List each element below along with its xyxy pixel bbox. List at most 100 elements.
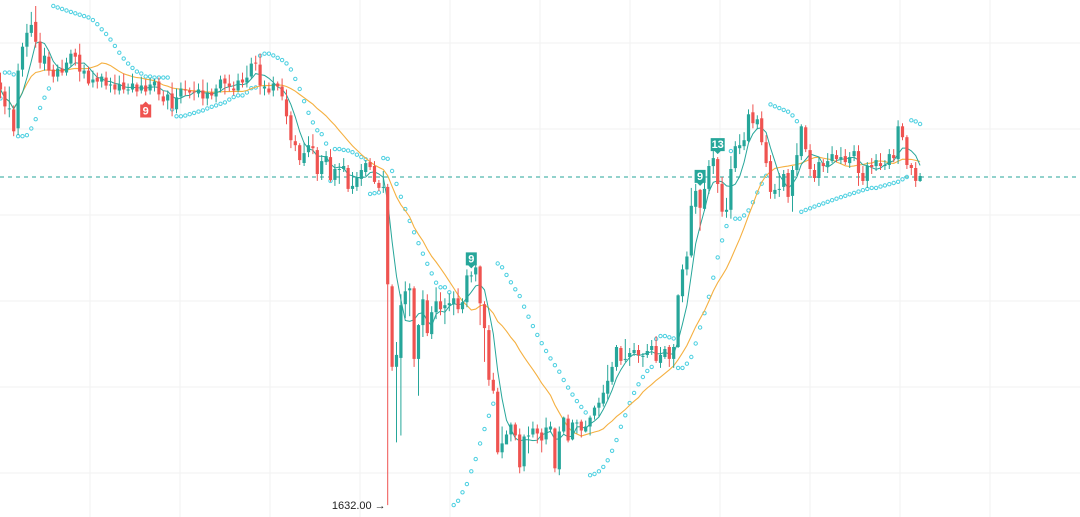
candle xyxy=(302,142,306,166)
candle-body xyxy=(372,166,377,182)
candle xyxy=(676,294,680,348)
candle xyxy=(663,346,667,359)
candle xyxy=(588,415,592,436)
candle xyxy=(909,163,913,175)
candle-body xyxy=(38,41,42,63)
candle-body xyxy=(298,145,302,161)
sar-dot xyxy=(341,147,346,153)
candle-body xyxy=(346,168,350,189)
candle xyxy=(117,75,121,95)
signal-marker: 9 xyxy=(694,169,706,186)
candle-body xyxy=(610,366,614,382)
candle-body xyxy=(566,418,570,441)
candle-body xyxy=(491,379,495,391)
sar-dot xyxy=(433,280,439,285)
candle xyxy=(403,281,407,319)
sar-dot xyxy=(469,469,474,474)
candle-body xyxy=(878,163,883,167)
candle xyxy=(430,306,434,339)
candle-body xyxy=(337,169,341,170)
candle xyxy=(284,89,289,125)
candle-body xyxy=(526,435,531,437)
sar-dot xyxy=(213,103,219,108)
sar-dot xyxy=(337,146,342,152)
candle xyxy=(905,135,909,169)
candle xyxy=(839,147,843,164)
sar-dot xyxy=(350,150,355,155)
sar-dot xyxy=(143,74,148,79)
candle-body xyxy=(711,158,715,167)
sar-dot xyxy=(376,190,382,195)
candle-body xyxy=(738,145,742,149)
candle xyxy=(522,434,526,472)
candle-body xyxy=(707,166,711,189)
sar-dot xyxy=(240,93,245,98)
sar-dot xyxy=(20,134,25,139)
candle-body xyxy=(315,150,319,174)
sar-dot xyxy=(671,336,676,341)
candle-body xyxy=(874,160,878,167)
candle-body xyxy=(509,424,513,435)
candle-body xyxy=(157,81,161,95)
candle-body xyxy=(570,422,575,440)
sar-dot xyxy=(275,55,280,60)
candle xyxy=(51,64,55,83)
candle-body xyxy=(293,141,297,146)
sar-dot xyxy=(834,196,839,201)
candle-body xyxy=(122,82,126,90)
candle xyxy=(130,73,135,93)
sar-dot xyxy=(359,154,364,160)
sar-dot xyxy=(689,354,694,360)
candle xyxy=(166,90,170,110)
candle xyxy=(25,23,29,57)
sar-dot xyxy=(728,148,734,154)
signal-markers: 9 9 9 13 xyxy=(140,101,725,269)
sar-dot xyxy=(398,194,404,200)
candle-body xyxy=(20,46,25,70)
sar-dot xyxy=(416,241,421,246)
candle xyxy=(557,426,561,476)
sar-dot xyxy=(570,392,575,397)
candle xyxy=(333,164,337,186)
candle-body xyxy=(680,269,685,297)
sar-dot xyxy=(860,188,866,193)
sar-dot xyxy=(693,341,698,346)
candle-body xyxy=(108,84,113,86)
candle-body xyxy=(733,146,737,169)
candle-body xyxy=(218,79,223,89)
candle-body xyxy=(909,165,913,168)
candle-body xyxy=(152,81,157,86)
candle xyxy=(364,160,368,176)
candle-body xyxy=(430,312,434,335)
candle-body xyxy=(144,85,148,92)
sar-dot xyxy=(319,132,324,137)
sar-dot xyxy=(486,413,492,418)
candle-body xyxy=(359,170,363,179)
candle xyxy=(729,156,733,219)
candle xyxy=(337,163,341,184)
candle-body xyxy=(522,436,526,467)
candle-body xyxy=(412,288,416,359)
candle xyxy=(108,77,113,93)
candle xyxy=(359,164,363,186)
candle xyxy=(496,387,500,455)
sar-dot xyxy=(755,190,760,195)
candle-body xyxy=(232,88,236,91)
candle-body xyxy=(394,354,399,367)
sar-dot xyxy=(825,199,830,205)
candle xyxy=(852,145,856,162)
candle xyxy=(399,294,403,436)
candle xyxy=(878,153,883,170)
sar-dot xyxy=(601,464,606,470)
sar-dot xyxy=(227,97,232,102)
candle-body xyxy=(799,126,803,157)
candle-body xyxy=(773,189,777,194)
sar-dot xyxy=(205,106,210,111)
candle xyxy=(298,143,302,165)
sar-dot xyxy=(7,70,12,75)
sar-dot xyxy=(266,51,272,56)
sar-dot xyxy=(293,76,298,82)
candle xyxy=(487,325,491,386)
candle-body xyxy=(434,301,438,313)
